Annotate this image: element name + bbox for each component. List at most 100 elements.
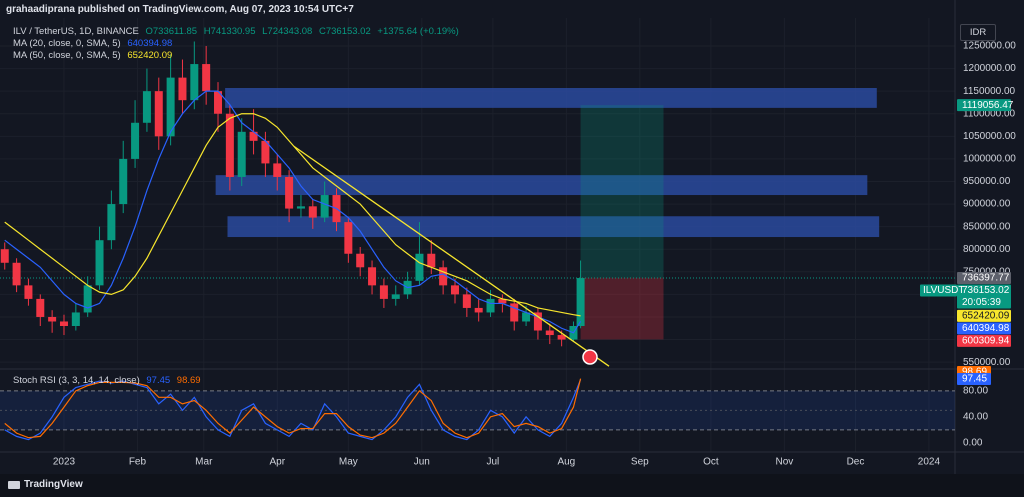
y-tick-label: 750000.00 [963,266,1011,277]
ma20-name: MA (20, close, 0, SMA, 5) [13,38,121,49]
candle-body [190,64,199,101]
x-tick-label: 2024 [918,457,941,468]
price-badge [957,322,1011,335]
zone [215,175,868,196]
zone [225,88,877,108]
candle-body [462,294,471,308]
candle-body [142,91,151,123]
rsi-badge [957,373,991,385]
candle-body [107,204,116,241]
candle-body [131,122,140,159]
symbol-legend: ILV / TetherUS, 1D, BINANCE O733611.85 H… [13,26,463,37]
ohlc-open: O733611.85 [145,26,198,37]
y-tick-label: 1150000.00 [963,86,1016,97]
rsi-line [4,379,582,441]
rsi-d-value: 98.69 [176,375,201,386]
candle-body [273,163,282,177]
rsi-badge-label: 97.45 [962,374,987,385]
position-target [580,105,664,278]
candle-body [48,316,57,322]
candle-body [154,91,163,137]
x-tick-label: Apr [269,457,285,468]
rsi-tick-label: 0.00 [963,438,983,449]
candle-body [320,195,329,218]
x-tick-label: 2023 [53,457,76,468]
x-tick-label: May [339,457,358,468]
published-line: grahaadiprana published on TradingView.c… [6,4,354,15]
rsi-title: Stoch RSI (3, 3, 14, 14, close) [13,375,140,386]
candle-body [214,91,223,114]
symbol: ILV / TetherUS, 1D, BINANCE [13,26,139,37]
candle-body [0,249,9,263]
ma50-value: 652420.09 [127,50,173,61]
candle-body [83,285,92,313]
candle-body [36,298,45,317]
price-badge-label: 736397.77 [962,273,1010,284]
candle-body [427,253,436,268]
candle-body [308,206,317,218]
price-badge-label: 652420.09 [962,311,1010,322]
price-badge [957,309,1011,322]
candle-body [474,307,483,313]
rsi-tick-label: 40.00 [963,411,988,422]
y-tick-label: 1250000.00 [963,41,1016,52]
rsi-legend: Stoch RSI (3, 3, 14, 14, close) 97.45 98… [13,375,205,386]
price-badge-label: 600309.94 [962,336,1010,347]
price-badge-label: 640394.98 [962,323,1010,334]
candle-body [344,222,353,254]
ohlc-low: L724343.08 [262,26,313,37]
flag-icon [582,349,598,365]
candle-body [178,77,187,101]
price-badge [957,271,1011,284]
price-badge [957,334,1011,347]
footer: TradingView [0,474,1024,497]
logo [8,481,20,489]
candle-body [296,206,305,209]
candle-body [545,330,554,336]
y-tick-label: 1000000.00 [963,154,1016,165]
x-tick-label: Jun [414,457,430,468]
countdown: 20:05:39 [962,297,1001,308]
x-tick-label: Aug [557,457,575,468]
candle-body [71,312,80,326]
rsi-k-value: 97.45 [146,375,171,386]
ohlc-close: C736153.02 [318,26,371,37]
candle-body [522,312,531,322]
candle-body [439,267,448,286]
rsi-tick-label: 80.00 [963,385,988,396]
candle-body [166,77,175,137]
x-tick-label: Nov [775,457,793,468]
candle-body [12,262,21,286]
x-tick-label: Mar [195,457,213,468]
ohlc-change: +1375.64 (+0.19%) [377,26,459,37]
ma-line [4,90,582,334]
y-tick-label: 850000.00 [963,221,1011,232]
currency-button[interactable]: IDR [960,24,996,41]
price-badge [957,99,1011,112]
chart: 2023 Feb Mar Apr May Jun Jul Aug Sep Oct Nov Dec 202… [0,0,1024,474]
candle-body [225,113,234,177]
brand: TradingView [24,479,83,490]
zone [227,216,880,238]
x-tick-label: Jul [487,457,500,468]
y-tick-label: 1100000.00 [963,108,1016,119]
candle-body [450,285,459,295]
candle-body [59,321,68,326]
candle-body [510,303,519,322]
candle-body [119,158,128,205]
candle-body [486,298,495,313]
rsi-badge-label: 98.69 [962,367,987,378]
candle-body [237,131,246,177]
ma50-legend: MA (50, close, 0, SMA, 5) 652420.09 [13,50,176,61]
candle-body [285,176,294,209]
candle-body [498,298,507,304]
ohlc-high: H741330.95 [203,26,256,37]
candle-body [533,312,542,331]
x-tick-label: Oct [703,457,719,468]
candle-body [379,285,388,299]
position-stop [580,277,664,340]
ma20-value: 640394.98 [127,38,173,49]
candle-body [356,253,365,268]
y-tick-label: 550000.00 [963,357,1011,368]
